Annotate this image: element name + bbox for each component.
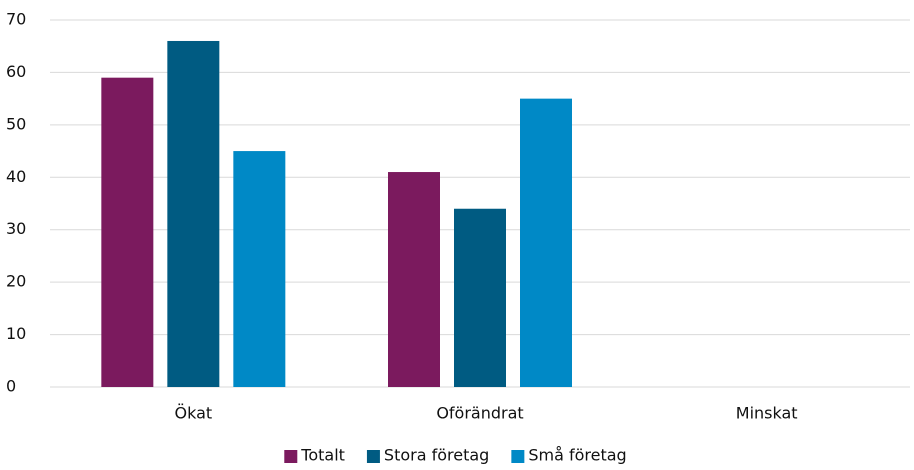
- legend-swatch: [366, 450, 380, 463]
- y-tick-label: 60: [6, 62, 26, 81]
- x-tick-label: Oförändrat: [436, 404, 523, 423]
- bar: [101, 77, 154, 388]
- legend-label: Små företag: [528, 446, 626, 465]
- y-tick-label: 50: [6, 114, 26, 133]
- legend-label: Stora företag: [384, 446, 489, 465]
- y-tick-label: 0: [6, 377, 16, 396]
- bar: [454, 208, 506, 387]
- bar: [233, 151, 286, 387]
- bar: [167, 40, 220, 387]
- x-tick-label: Ökat: [175, 404, 213, 423]
- y-tick-label: 20: [6, 272, 26, 291]
- y-tick-label: 40: [6, 167, 26, 186]
- y-tick-label: 30: [6, 219, 26, 238]
- bar: [520, 98, 572, 388]
- y-tick-label: 70: [6, 10, 26, 29]
- bar: [388, 172, 440, 387]
- legend-swatch: [284, 450, 298, 463]
- y-tick-label: 10: [6, 324, 26, 343]
- legend-label: Totalt: [300, 446, 345, 465]
- legend-swatch: [511, 450, 525, 463]
- x-tick-label: Minskat: [736, 404, 798, 423]
